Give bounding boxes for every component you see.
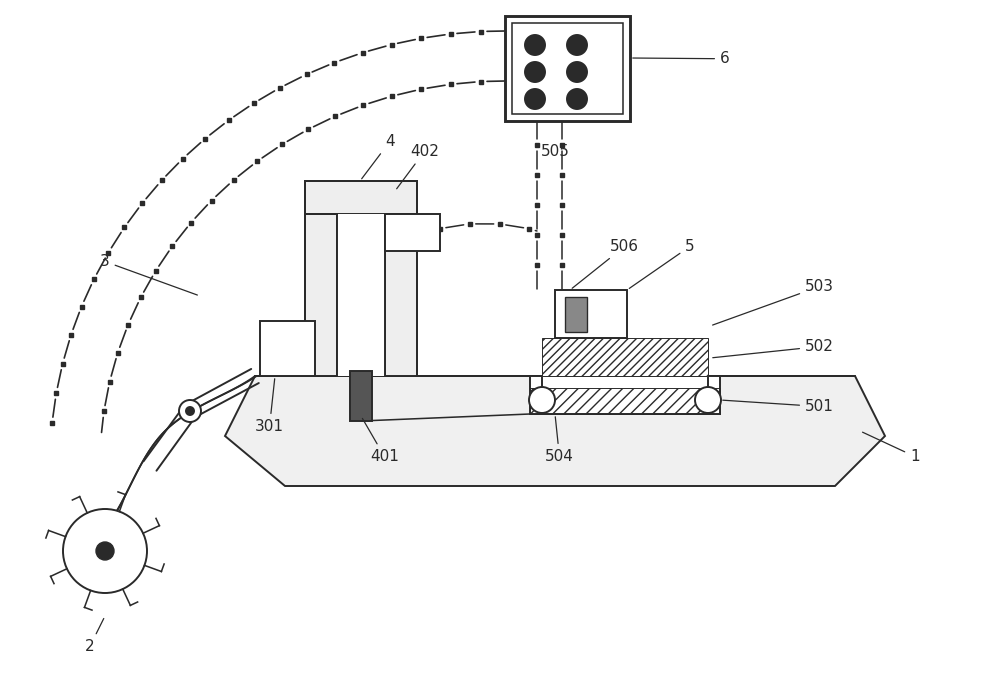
Bar xyxy=(337,214,385,376)
Circle shape xyxy=(567,62,587,82)
Polygon shape xyxy=(225,376,885,486)
Text: 1: 1 xyxy=(863,432,920,464)
Bar xyxy=(260,321,315,376)
Text: 5: 5 xyxy=(629,239,695,288)
Circle shape xyxy=(186,407,194,415)
Text: 3: 3 xyxy=(100,254,197,295)
Text: 6: 6 xyxy=(633,51,730,67)
Bar xyxy=(350,371,372,421)
Text: 301: 301 xyxy=(255,379,284,434)
Circle shape xyxy=(525,89,545,109)
Bar xyxy=(530,388,720,414)
Bar xyxy=(542,338,708,376)
Text: 502: 502 xyxy=(713,339,834,357)
Text: 402: 402 xyxy=(397,144,439,189)
Bar xyxy=(530,376,720,414)
Circle shape xyxy=(179,400,201,422)
Bar xyxy=(385,181,417,376)
Text: 4: 4 xyxy=(362,134,395,179)
Bar xyxy=(512,23,623,114)
Bar xyxy=(385,214,440,251)
Text: 401: 401 xyxy=(362,418,399,464)
Text: 506: 506 xyxy=(572,239,639,288)
Circle shape xyxy=(567,35,587,55)
Circle shape xyxy=(96,542,114,560)
Bar xyxy=(305,181,417,214)
Circle shape xyxy=(567,89,587,109)
Bar xyxy=(555,290,627,338)
Circle shape xyxy=(63,509,147,593)
Circle shape xyxy=(525,35,545,55)
Bar xyxy=(565,297,587,332)
Text: 2: 2 xyxy=(85,619,104,654)
Text: 504: 504 xyxy=(545,417,574,464)
Text: 505: 505 xyxy=(541,143,569,158)
Bar xyxy=(305,181,337,376)
Bar xyxy=(505,16,630,121)
Text: 501: 501 xyxy=(723,399,834,414)
Circle shape xyxy=(695,387,721,413)
Circle shape xyxy=(525,62,545,82)
Circle shape xyxy=(529,387,555,413)
Text: 503: 503 xyxy=(713,279,834,325)
